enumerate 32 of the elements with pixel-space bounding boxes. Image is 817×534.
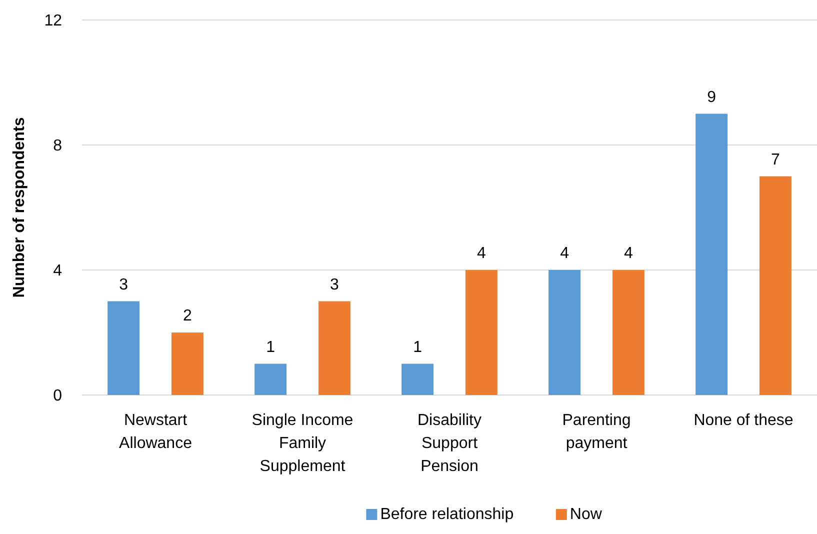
bar	[612, 270, 644, 395]
y-tick-label: 4	[53, 262, 62, 280]
data-label: 9	[707, 88, 716, 106]
legend-label: Before relationship	[380, 506, 514, 523]
x-tick-label: Single Income Family Supplement	[252, 412, 354, 475]
legend-label: Now	[570, 506, 602, 523]
x-tick-label: Disability Support Pension	[417, 412, 482, 475]
data-label: 4	[560, 245, 570, 262]
bar	[465, 270, 498, 395]
x-tick-label: None of these	[694, 412, 794, 429]
bar	[548, 270, 581, 395]
bar	[696, 114, 728, 395]
bar	[759, 176, 792, 395]
y-axis-title: Number of respondents	[11, 117, 28, 298]
data-label: 1	[413, 338, 422, 356]
y-tick-label: 8	[53, 138, 62, 155]
bar	[108, 301, 140, 395]
data-label: 3	[119, 276, 128, 294]
data-label: 2	[183, 308, 192, 324]
y-tick-label: 12	[44, 12, 62, 30]
data-label: 7	[771, 151, 780, 168]
bar	[254, 364, 287, 395]
x-tick-label: Parenting payment	[562, 412, 631, 452]
y-tick-label: 0	[53, 388, 62, 405]
bar	[318, 301, 350, 395]
bar	[402, 364, 434, 395]
data-label: 1	[266, 338, 276, 356]
data-label: 3	[330, 276, 340, 294]
x-tick-label: Newstart Allowance	[119, 412, 192, 452]
bar	[171, 332, 204, 395]
data-label: 4	[624, 245, 634, 262]
data-label: 4	[477, 245, 486, 262]
